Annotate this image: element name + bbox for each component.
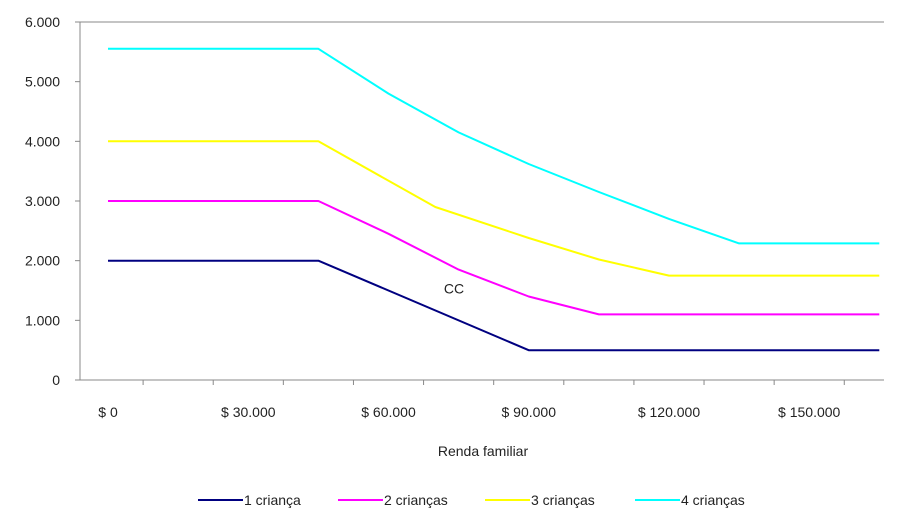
x-tick-label: $ 0 xyxy=(98,404,118,420)
y-tick-label: 6.000 xyxy=(25,14,60,30)
x-tick-label: $ 120.000 xyxy=(638,404,700,420)
legend-label: 3 crianças xyxy=(531,492,595,508)
x-tick-label: $ 150.000 xyxy=(778,404,840,420)
labels: 0 1.000 2.000 3.000 4.000 5.000 6.000 $ 0 $ 30.0… xyxy=(25,14,841,420)
x-tick-label: $ 90.000 xyxy=(501,404,556,420)
x-axis-title: Renda familiar xyxy=(438,443,529,459)
legend-label: 2 crianças xyxy=(384,492,448,508)
legend-label: 1 criança xyxy=(244,492,301,508)
x-tick-label: $ 60.000 xyxy=(361,404,416,420)
axes xyxy=(75,21,884,385)
series-line-3 xyxy=(108,140,880,277)
y-tick-label: 5.000 xyxy=(25,74,60,90)
x-tick-label: $ 30.000 xyxy=(221,404,276,420)
series-layer xyxy=(108,47,880,352)
legend: 1 criança 2 crianças 3 crianças 4 crianças xyxy=(198,492,745,508)
y-tick-label: 4.000 xyxy=(25,133,60,149)
series-line-2 xyxy=(108,200,880,316)
annotation-label: CC xyxy=(444,280,464,296)
y-tick-label: 3.000 xyxy=(25,193,60,209)
y-tick-label: 2.000 xyxy=(25,253,60,269)
series-line-4 xyxy=(108,47,880,245)
y-tick-label: 1.000 xyxy=(25,312,60,328)
legend-label: 4 crianças xyxy=(681,492,745,508)
y-tick-label: 0 xyxy=(52,372,60,388)
series-line-1 xyxy=(108,259,880,352)
